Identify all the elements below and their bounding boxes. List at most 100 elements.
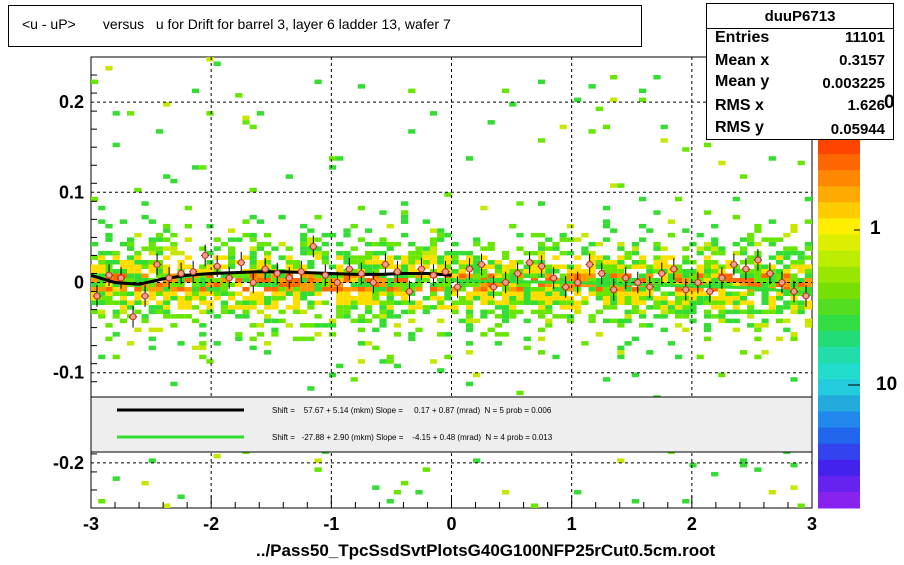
heatmap-cell — [494, 332, 502, 337]
heatmap-cell — [675, 264, 683, 269]
heatmap-cell — [711, 278, 719, 283]
heatmap-cell — [574, 291, 582, 296]
x-tick-label: -2 — [203, 514, 219, 534]
heatmap-cell — [300, 250, 308, 256]
heatmap-cell — [134, 300, 142, 305]
heatmap-cell — [249, 264, 257, 269]
heatmap-cell — [538, 282, 546, 287]
heatmap-cell — [675, 305, 683, 310]
heatmap-cell — [242, 309, 250, 315]
heatmap-cell — [552, 296, 560, 301]
heatmap-cell — [602, 264, 611, 269]
heatmap-cell — [127, 269, 135, 274]
heatmap-cell — [552, 255, 560, 260]
heatmap-cell — [134, 291, 142, 296]
heatmap-cell — [465, 282, 474, 287]
heatmap-cell — [494, 273, 502, 278]
heatmap-cell — [509, 102, 517, 107]
heatmap-cell — [379, 318, 387, 324]
heatmap-cell — [516, 390, 524, 396]
heatmap-cell — [285, 246, 293, 251]
heatmap-cell — [559, 300, 567, 305]
heatmap-cell — [408, 318, 416, 324]
heatmap-cell — [307, 305, 315, 310]
heatmap-cell — [379, 237, 387, 242]
heatmap-cell — [379, 210, 387, 215]
heatmap-cell — [177, 305, 185, 310]
heatmap-cell — [523, 264, 531, 269]
heatmap-cell — [264, 250, 272, 256]
heatmap-cell — [393, 490, 401, 495]
heatmap-cell — [199, 345, 207, 351]
heatmap-cell — [610, 305, 618, 310]
heatmap-cell — [365, 228, 373, 233]
heatmap-cell — [213, 287, 221, 292]
heatmap-cell — [372, 485, 380, 490]
heatmap-cell — [408, 309, 416, 315]
heatmap-cell — [401, 282, 409, 287]
heatmap-cell — [660, 296, 668, 301]
heatmap-cell — [401, 232, 409, 238]
y-tick-label: 0.1 — [59, 182, 84, 202]
heatmap-cell — [797, 503, 805, 508]
color-palette-band — [818, 234, 860, 252]
heatmap-cell — [148, 327, 156, 333]
heatmap-cell — [602, 273, 611, 278]
heatmap-cell — [148, 296, 156, 301]
heatmap-cell — [566, 318, 575, 324]
heatmap-cell — [696, 269, 704, 274]
heatmap-cell — [105, 250, 113, 256]
heatmap-cell — [595, 291, 603, 296]
heatmap-cell — [516, 309, 524, 315]
heatmap-cell — [119, 291, 127, 296]
profile-point — [177, 269, 185, 277]
heatmap-cell — [365, 278, 373, 283]
heatmap-cell — [422, 219, 430, 224]
heatmap-cell — [646, 305, 654, 310]
heatmap-cell — [509, 309, 517, 315]
color-palette — [818, 138, 860, 509]
heatmap-cell — [437, 287, 445, 292]
heatmap-cell — [790, 273, 798, 278]
heatmap-cell — [408, 305, 416, 310]
heatmap-cell — [574, 309, 582, 315]
heatmap-cell — [177, 250, 185, 256]
heatmap-cell — [393, 287, 401, 292]
heatmap-cell — [545, 264, 553, 269]
color-palette-band — [818, 411, 860, 429]
heatmap-cell — [711, 273, 719, 278]
heatmap-cell — [559, 305, 567, 310]
heatmap-cell — [357, 291, 365, 296]
heatmap-cell — [790, 246, 798, 251]
heatmap-cell — [350, 282, 358, 287]
heatmap-cell — [711, 287, 719, 292]
heatmap-cell — [184, 237, 192, 242]
heatmap-cell — [328, 332, 337, 337]
heatmap-cell — [783, 282, 791, 287]
heatmap-cell — [220, 287, 228, 292]
heatmap-cell — [386, 499, 394, 504]
heatmap-cell — [177, 296, 185, 301]
profile-point — [165, 274, 173, 282]
heatmap-cell — [790, 462, 798, 468]
heatmap-cell — [451, 305, 459, 310]
heatmap-cell — [350, 260, 358, 265]
heatmap-cell — [242, 120, 250, 125]
heatmap-cell — [804, 323, 812, 328]
color-palette-band — [818, 427, 860, 445]
heatmap-cell — [437, 237, 445, 242]
heatmap-cell — [249, 214, 257, 220]
heatmap-cell — [365, 287, 373, 292]
heatmap-cell — [98, 282, 106, 287]
heatmap-cell — [336, 305, 344, 310]
heatmap-cell — [473, 273, 481, 278]
heatmap-cell — [682, 260, 690, 265]
heatmap-cell — [761, 269, 769, 274]
heatmap-cell — [393, 314, 401, 319]
heatmap-cell — [754, 282, 762, 287]
heatmap-cell — [134, 269, 142, 274]
heatmap-cell — [602, 269, 611, 274]
heatmap-cell — [300, 336, 308, 342]
heatmap-cell — [314, 467, 322, 472]
heatmap-cell — [487, 120, 495, 125]
